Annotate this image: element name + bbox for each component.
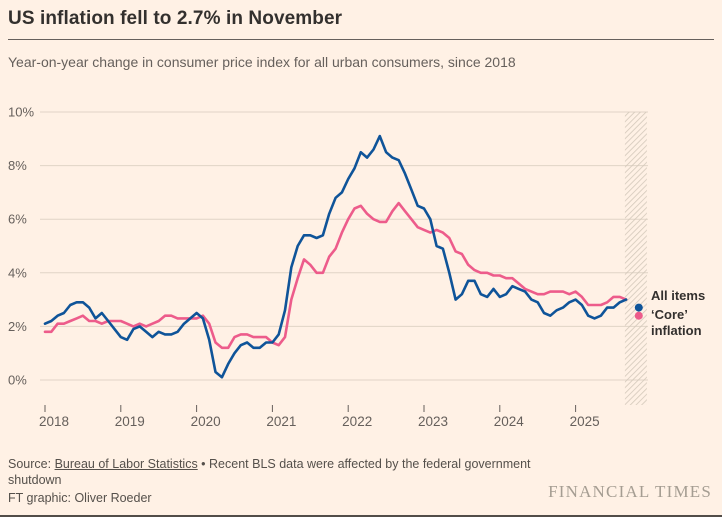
x-tick-label: 2020: [191, 414, 221, 429]
y-tick-label: 2%: [8, 319, 27, 334]
title-divider: [8, 39, 714, 40]
bls-shutdown-hatch-band: [624, 112, 647, 405]
financial-times-logo: FINANCIAL TIMES: [548, 482, 712, 501]
x-tick-label: 2021: [266, 414, 296, 429]
x-axis: 2018 2019 2020 2021 2022 2023 2024 2025: [39, 405, 600, 429]
all-items-end-dot: [634, 303, 643, 312]
y-axis-labels: 0% 2% 4% 6% 8% 10%: [8, 105, 34, 388]
source-link[interactable]: Bureau of Labor Statistics: [54, 457, 198, 471]
y-tick-label: 8%: [8, 158, 27, 173]
x-tick-label: 2024: [494, 414, 525, 429]
graphic-credit: FT graphic: Oliver Roeder: [8, 491, 152, 505]
x-tick-label: 2022: [342, 414, 372, 429]
all-items-line: [43, 134, 628, 379]
y-gridlines: [40, 111, 648, 381]
x-tick-label: 2019: [115, 414, 145, 429]
chart-subtitle: Year-on-year change in consumer price in…: [8, 54, 516, 70]
source-prefix: Source:: [8, 457, 55, 471]
core-inflation-line: [43, 201, 628, 350]
x-tick-label: 2025: [570, 414, 600, 429]
core-inflation-end-dot: [634, 311, 643, 320]
inflation-line-chart: 0%2%4%6%8%10% 2018 2019 2020 2021 2022 2023 20…: [8, 105, 648, 429]
page-title: US inflation fell to 2.7% in November: [8, 8, 343, 29]
y-tick-label: 4%: [8, 265, 27, 280]
all-items-label: All items: [651, 288, 706, 303]
y-tick-label: 6%: [8, 212, 27, 227]
x-tick-label: 2023: [418, 414, 448, 429]
core-inflation-label: ‘Core’ inflation: [651, 307, 702, 339]
x-tick-label: 2018: [39, 414, 69, 429]
source-note-text: • Recent BLS data were affected by the f…: [8, 457, 531, 487]
y-tick-label: 0%: [8, 373, 27, 388]
y-tick-label: 10%: [8, 105, 34, 120]
source-note: Source: Bureau of Labor Statistics • Rec…: [8, 456, 574, 506]
